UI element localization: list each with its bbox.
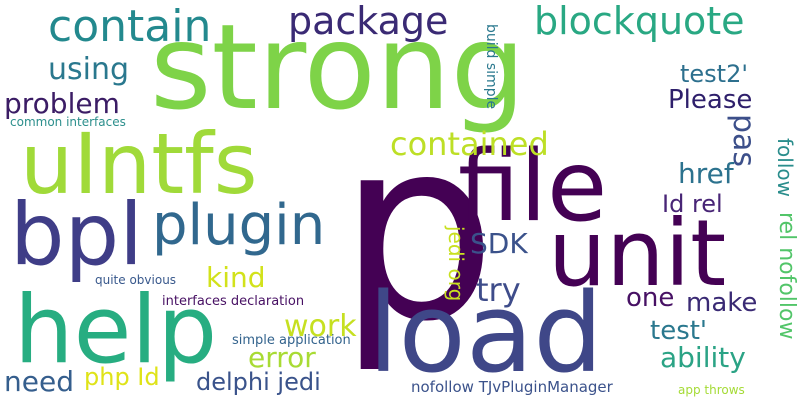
word-need: need — [4, 365, 74, 398]
word-work: work — [284, 309, 357, 344]
word-problem: problem — [4, 87, 120, 120]
word-strong: strong — [150, 0, 526, 136]
word-simple-application: simple application — [232, 333, 351, 348]
word-uintfs: uIntfs — [20, 115, 258, 213]
word-build-simple: build simple — [483, 24, 499, 110]
word-interfaces-declaration: interfaces declaration — [162, 294, 305, 309]
word-ability: ability — [660, 341, 746, 374]
word-please: Please — [668, 85, 753, 115]
word-follow: follow — [773, 138, 797, 197]
word-one: one — [626, 283, 675, 313]
word-using: using — [48, 52, 130, 87]
word-error: error — [248, 341, 316, 374]
word-make: make — [686, 288, 758, 318]
word-blockquote: blockquote — [534, 0, 745, 43]
word-href: href — [678, 157, 734, 190]
word-help: help — [14, 276, 218, 385]
word-test2: test2' — [680, 60, 748, 88]
word-common-interfaces: common interfaces — [10, 115, 126, 129]
word-test: test' — [650, 316, 708, 346]
word-p: p — [338, 85, 497, 376]
word-delphi-jedi: delphi jedi — [196, 368, 321, 396]
word-rel-nofollow: rel nofollow — [774, 212, 799, 340]
word-sdk: SDK — [470, 227, 528, 260]
word-unit: unit — [548, 200, 727, 307]
word-php-id: php Id — [84, 363, 160, 391]
word-contain: contain — [48, 1, 212, 52]
word-id-rel: Id rel — [662, 190, 723, 218]
word-app-throws: app throws — [678, 383, 745, 397]
word-contained: contained — [390, 125, 549, 163]
word-load: load — [368, 269, 604, 397]
word-bpl: bpl — [10, 185, 144, 285]
word-kind: kind — [206, 261, 266, 294]
word-quite-obvious: quite obvious — [95, 273, 177, 287]
word-plugin: plugin — [152, 193, 326, 258]
word-file: file — [458, 130, 608, 244]
word-nofollow-tjvpluginmanager: nofollow TJvPluginManager — [411, 378, 613, 396]
word-jedi-org: jedi org — [444, 226, 468, 302]
word-package: package — [288, 0, 449, 43]
word-try: try — [476, 271, 521, 309]
